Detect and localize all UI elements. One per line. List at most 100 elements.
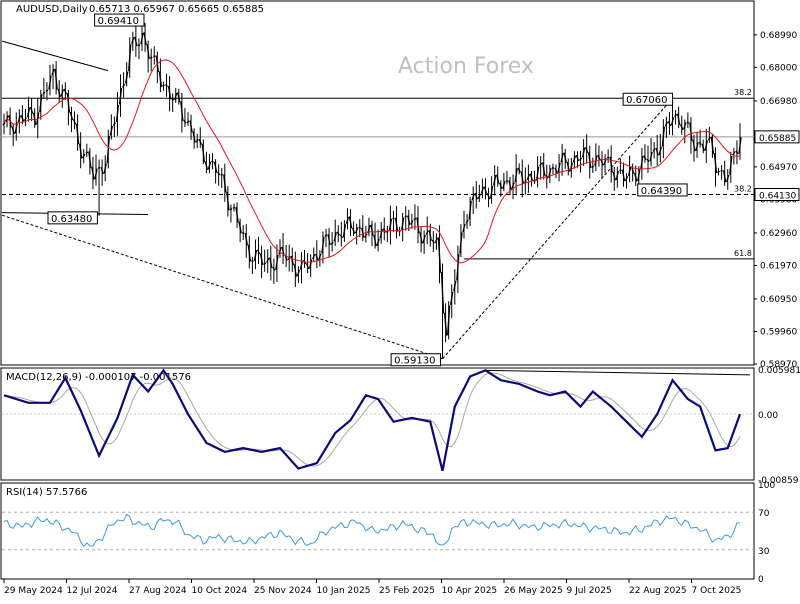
price-panel-frame — [1, 1, 754, 365]
candle-body — [672, 117, 674, 125]
candle-body — [442, 272, 444, 313]
candle-body — [208, 162, 210, 170]
rsi-axis-label: 30 — [758, 547, 770, 557]
candle-body — [310, 260, 312, 269]
candle-body — [264, 263, 266, 264]
candle-body — [638, 169, 640, 181]
macd-signal-line — [4, 373, 740, 466]
candle-body — [138, 45, 140, 46]
candle-body — [175, 93, 177, 100]
candle-body — [527, 174, 529, 180]
candle-body — [653, 149, 655, 152]
candle-body — [365, 234, 367, 238]
candle-body — [92, 167, 94, 179]
candle-body — [116, 105, 118, 122]
candle-body — [340, 235, 342, 238]
candle-body — [736, 151, 738, 154]
candle-body — [622, 170, 624, 182]
candle-body — [626, 176, 628, 180]
candle-body — [328, 234, 330, 245]
candle-body — [629, 167, 631, 176]
candle-body — [159, 71, 161, 86]
current-price-box: 0.65885 — [755, 131, 799, 144]
candle-body — [371, 225, 373, 236]
candle-body — [518, 168, 520, 172]
candle-body — [408, 216, 410, 225]
trendline-upper — [2, 41, 108, 71]
candle-body — [276, 255, 278, 270]
candle-body — [521, 172, 523, 184]
candle-body — [503, 181, 505, 188]
candle-body — [190, 120, 192, 132]
candle-body — [297, 270, 299, 276]
candle-body — [650, 152, 652, 161]
candle-body — [141, 33, 143, 44]
candle-body — [435, 238, 437, 243]
dashed-projection-line — [2, 215, 443, 359]
candle-body — [132, 37, 134, 43]
candle-body — [236, 207, 238, 222]
candle-body — [635, 173, 637, 181]
date-axis-label: 29 May 2024 — [4, 586, 63, 596]
fib-label-61-8: 61.8 — [734, 249, 752, 258]
candle-body — [592, 166, 594, 167]
candle-body — [396, 218, 398, 232]
candle-body — [656, 148, 658, 155]
candle-body — [494, 175, 496, 185]
candle-body — [386, 232, 388, 233]
candle-body — [570, 163, 572, 172]
candle-body — [230, 209, 232, 210]
candle-body — [307, 263, 309, 269]
candle-body — [705, 141, 707, 151]
candle-body — [730, 156, 732, 175]
candle-body — [429, 230, 431, 240]
macd-title: MACD(12,26,9) -0.000107 -0.001576 — [6, 372, 191, 383]
candle-body — [711, 137, 713, 154]
rsi-axis-label: 0 — [758, 575, 764, 585]
candle-body — [668, 121, 670, 126]
candle-body — [402, 218, 404, 231]
candle-body — [405, 216, 407, 217]
date-axis-label: 10 Jan 2025 — [317, 586, 371, 596]
candle-body — [150, 57, 152, 59]
candle-body — [31, 107, 33, 113]
candle-body — [466, 220, 468, 223]
label-low-0-59130: 0.59130 — [391, 354, 440, 367]
candle-body — [445, 313, 447, 336]
candle-body — [21, 115, 23, 121]
candle-body — [491, 186, 493, 199]
candle-body — [561, 153, 563, 162]
candle-body — [325, 235, 327, 236]
candle-body — [24, 118, 26, 121]
candle-body — [714, 153, 716, 173]
candle-body — [497, 175, 499, 184]
candle-body — [515, 168, 517, 182]
label-low-0-59130-text: 0.59130 — [394, 356, 435, 367]
candle-body — [184, 120, 186, 123]
price-axis-label: 0.61970 — [760, 261, 797, 271]
candle-body — [46, 90, 48, 91]
date-axis-label: 10 Oct 2024 — [192, 586, 248, 596]
candle-body — [83, 154, 85, 158]
candle-body — [543, 162, 545, 175]
candle-body — [67, 93, 69, 112]
candle-body — [681, 125, 683, 130]
date-axis-label: 7 Oct 2025 — [692, 586, 742, 596]
candle-body — [423, 235, 425, 243]
candle-body — [389, 219, 391, 231]
macd-trendline — [485, 370, 750, 375]
candle-body — [107, 136, 109, 163]
date-axis-label: 9 Jul 2025 — [567, 586, 612, 596]
candle-body — [300, 261, 302, 270]
candle-body — [678, 114, 680, 125]
candle-body — [374, 235, 376, 246]
candle-body — [120, 88, 122, 104]
candle-body — [193, 132, 195, 143]
candle-body — [294, 264, 296, 276]
candle-body — [89, 151, 91, 167]
candle-body — [530, 174, 532, 181]
candle-body — [727, 175, 729, 182]
candle-body — [80, 144, 82, 159]
candle-body — [693, 140, 695, 151]
candle-body — [724, 170, 726, 182]
